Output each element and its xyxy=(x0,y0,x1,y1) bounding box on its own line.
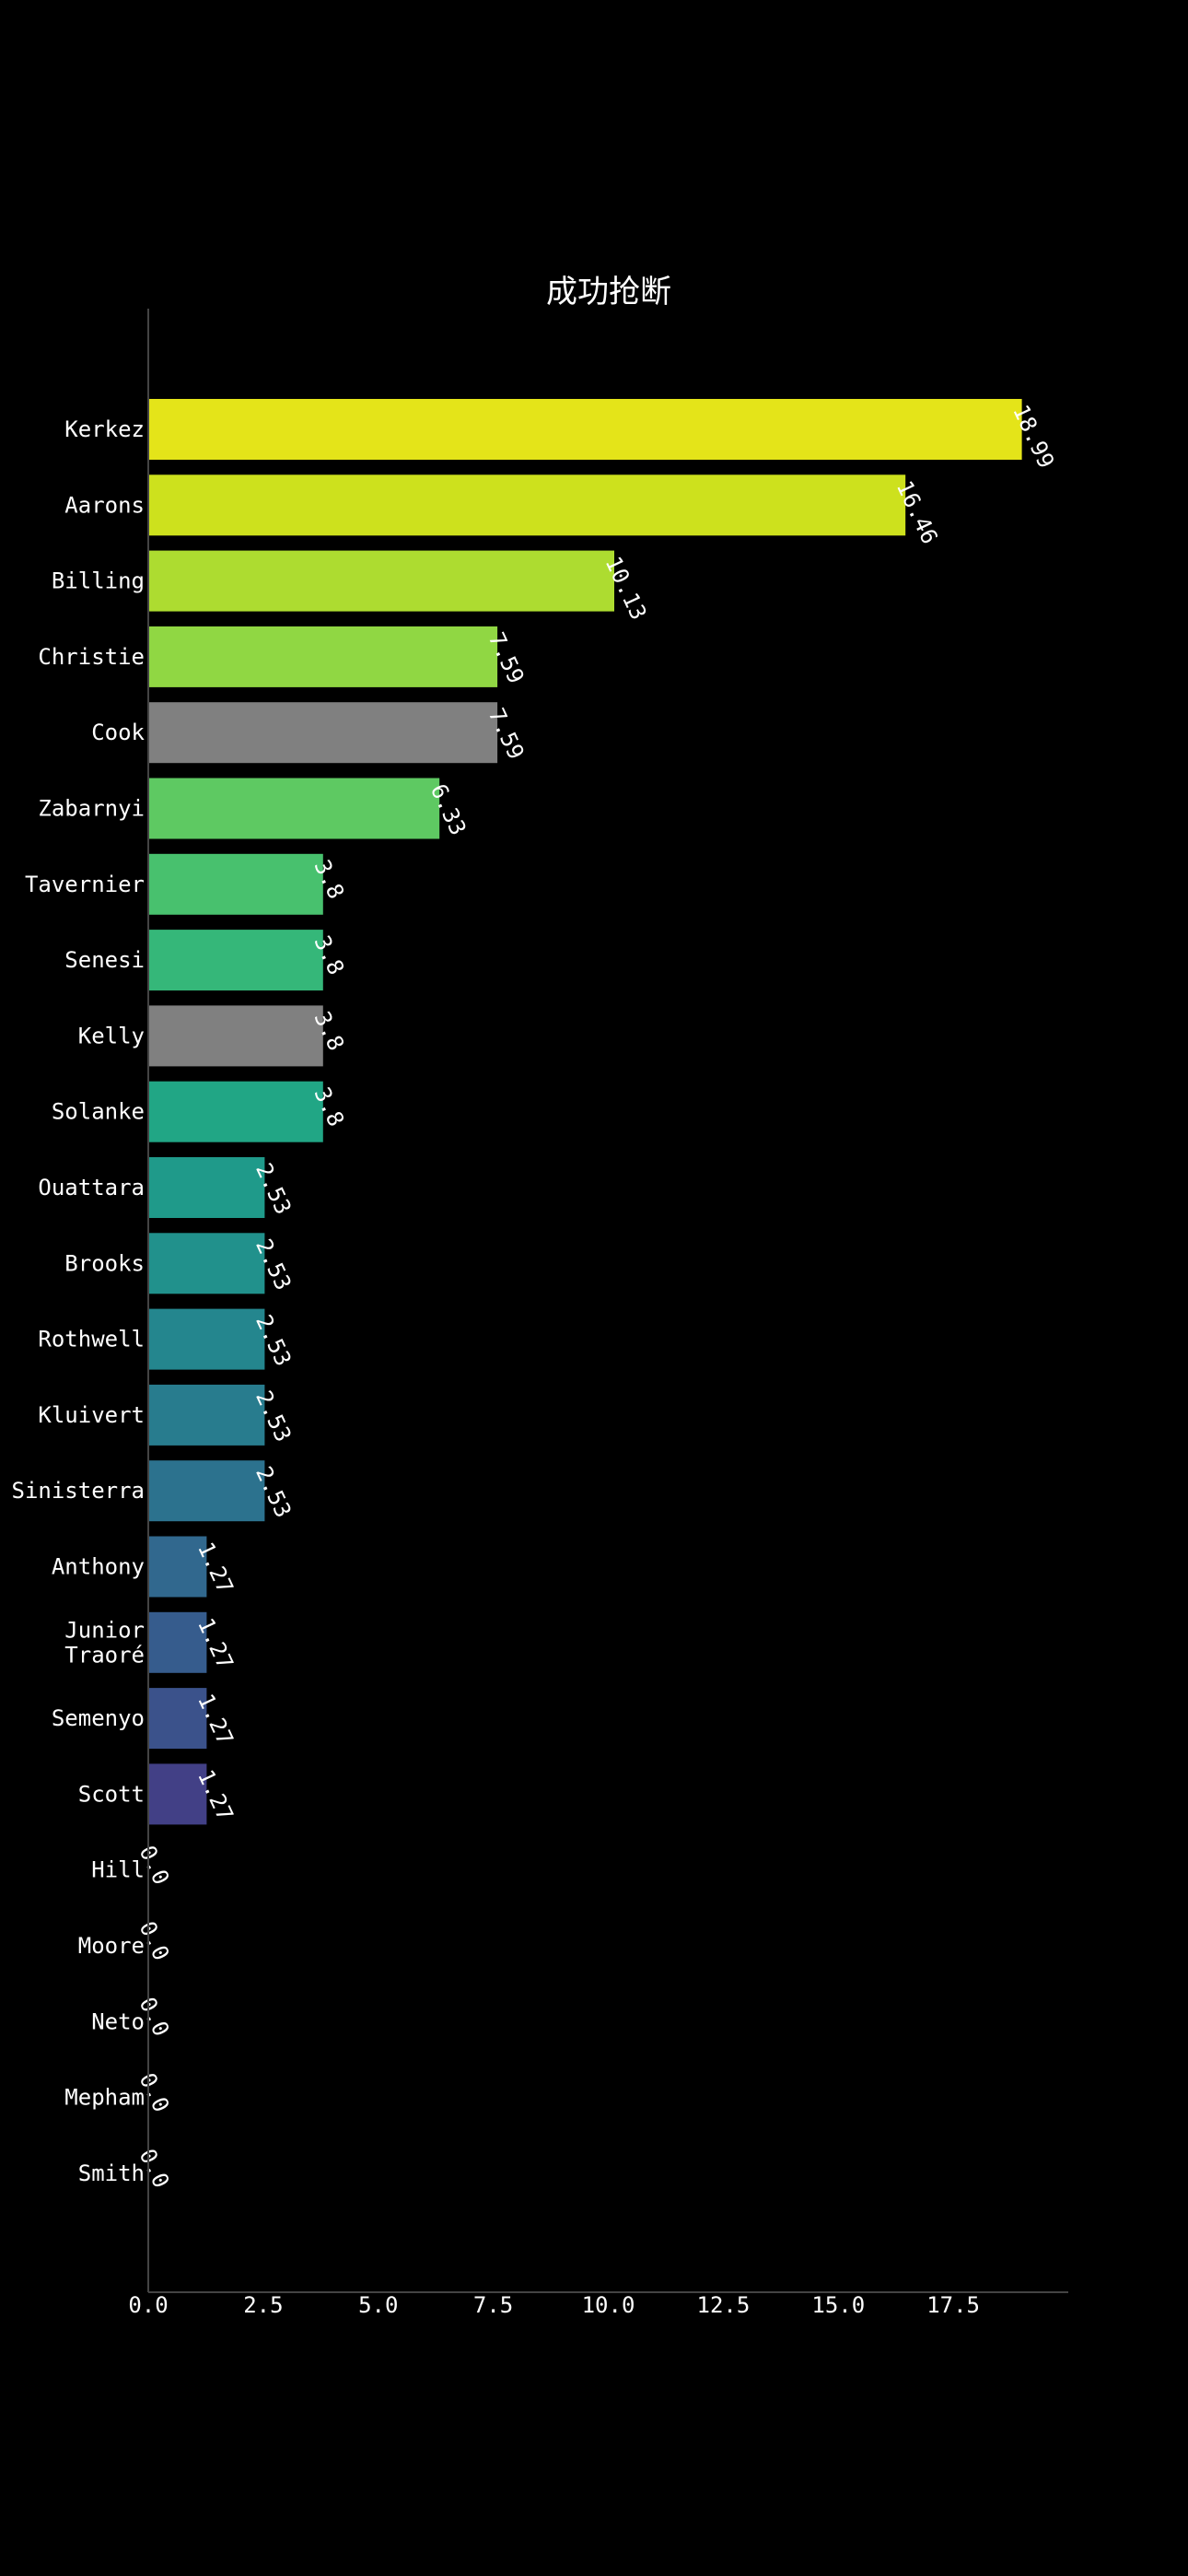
bar xyxy=(148,399,1022,460)
y-tick-label: Brooks xyxy=(64,1250,145,1276)
y-tick-label: Solanke xyxy=(52,1099,145,1125)
bar xyxy=(148,1763,207,1825)
y-tick-label: Kluivert xyxy=(38,1402,145,1428)
y-tick-label: Zabarnyi xyxy=(38,796,145,822)
y-tick-label: Scott xyxy=(78,1781,145,1807)
y-tick-label: Semenyo xyxy=(52,1705,145,1731)
x-tick-label: 7.5 xyxy=(473,2292,513,2318)
y-tick-label: Neto xyxy=(91,2008,145,2034)
bar xyxy=(148,1081,323,1142)
bar xyxy=(148,1688,207,1750)
y-tick-label: Hill xyxy=(91,1857,145,1883)
x-tick-label: 12.5 xyxy=(697,2292,751,2318)
y-tick-label: Tavernier xyxy=(25,872,145,897)
bar xyxy=(148,1233,265,1294)
y-tick-label: Kerkez xyxy=(64,416,145,442)
y-tick-label: Aarons xyxy=(64,492,145,518)
bar xyxy=(148,778,440,839)
x-tick-label: 5.0 xyxy=(358,2292,398,2318)
y-tick-label: Christie xyxy=(38,644,145,670)
bar xyxy=(148,702,498,764)
y-tick-label: Moore xyxy=(78,1933,145,1959)
bar xyxy=(148,474,906,536)
x-tick-label: 10.0 xyxy=(582,2292,635,2318)
y-tick-label: Rothwell xyxy=(38,1327,145,1352)
bar xyxy=(148,1460,265,1522)
y-tick-label: Traoré xyxy=(64,1642,145,1668)
bar xyxy=(148,626,498,687)
bar xyxy=(148,1536,207,1598)
y-tick-label: Smith xyxy=(78,2160,145,2186)
y-tick-label: Mepham xyxy=(64,2085,145,2111)
bar xyxy=(148,550,614,612)
y-tick-label: Kelly xyxy=(78,1023,145,1048)
bar xyxy=(148,1384,265,1446)
bar xyxy=(148,1005,323,1067)
x-tick-label: 15.0 xyxy=(811,2292,865,2318)
bar xyxy=(148,930,323,991)
x-tick-label: 17.5 xyxy=(926,2292,980,2318)
x-tick-labels: 0.0 2.5 5.0 7.5 10.0 12.5 15.0 17.5 xyxy=(128,2292,980,2318)
y-tick-label: Anthony xyxy=(52,1554,145,1580)
bar xyxy=(148,1157,265,1218)
y-tick-label: Senesi xyxy=(64,947,145,973)
x-tick-label: 2.5 xyxy=(243,2292,283,2318)
bar xyxy=(148,853,323,915)
chart-title: 成功抢断 xyxy=(546,274,671,310)
x-tick-label: 0.0 xyxy=(128,2292,168,2318)
bar xyxy=(148,1611,207,1673)
y-tick-labels: Kerkez Aarons Billing Christie Cook Zabarnyi T… xyxy=(12,416,146,2186)
bar xyxy=(148,1308,265,1370)
y-tick-label: Sinisterra xyxy=(12,1478,146,1504)
bars-layer xyxy=(148,399,1022,1825)
y-tick-label: Ouattara xyxy=(38,1175,145,1200)
y-tick-label: Cook xyxy=(91,720,145,745)
y-tick-label: Billing xyxy=(52,568,145,594)
y-tick-label: Junior xyxy=(64,1617,145,1643)
